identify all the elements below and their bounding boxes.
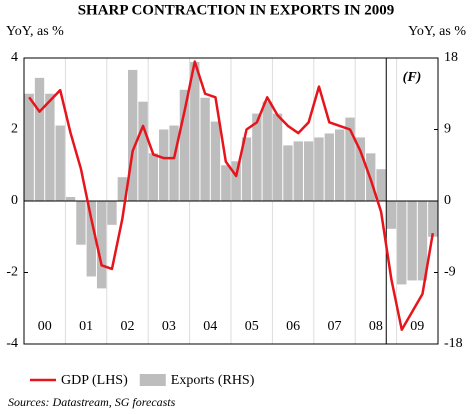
y-tick-label: -2 (6, 265, 18, 280)
legend-label: GDP (LHS) (61, 373, 128, 388)
x-tick-label: 02 (121, 319, 135, 334)
legend-swatch (139, 374, 166, 386)
bar (179, 89, 190, 201)
bar (200, 97, 210, 201)
bar (262, 101, 272, 201)
bar (241, 137, 252, 201)
x-tick-label: 07 (328, 319, 342, 334)
y2-tick-label: -9 (444, 265, 456, 280)
x-tick-label: 06 (286, 319, 300, 334)
bar (169, 125, 179, 201)
bar (283, 145, 293, 201)
bar (407, 201, 417, 281)
bar (324, 133, 334, 201)
bar (345, 117, 355, 201)
bar (190, 61, 200, 201)
y-tick-label: 2 (11, 122, 18, 137)
bar (231, 161, 241, 201)
y2-tick-label: 18 (444, 50, 458, 65)
y2-axis-label: YoY, as % (408, 24, 466, 39)
bar (65, 197, 76, 201)
bar (252, 113, 262, 201)
y-tick-label: 4 (11, 50, 18, 65)
bar (397, 201, 407, 285)
bar (107, 201, 117, 225)
y2-tick-label: 0 (444, 193, 451, 208)
x-tick-label: 00 (38, 319, 52, 334)
bar (314, 137, 324, 201)
x-tick-label: 05 (245, 319, 259, 334)
bar (221, 165, 231, 201)
y-axis-label: YoY, as % (6, 24, 64, 39)
bar (272, 113, 283, 201)
bar (96, 201, 107, 289)
bar (210, 121, 221, 201)
bar (138, 101, 148, 201)
bar (148, 153, 159, 201)
bar (417, 201, 428, 281)
bar (335, 129, 345, 201)
source-note: Sources: Datastream, SG forecasts (8, 395, 176, 409)
bar (428, 201, 438, 237)
x-tick-label: 08 (369, 319, 383, 334)
bar (76, 201, 86, 245)
chart-title: SHARP CONTRACTION IN EXPORTS IN 2009 (78, 2, 395, 18)
y2-tick-label: -18 (444, 336, 463, 351)
bar (303, 141, 314, 201)
x-tick-label: 09 (410, 319, 424, 334)
bar (117, 177, 127, 201)
legend-label: Exports (RHS) (171, 373, 255, 388)
bar (128, 69, 138, 202)
annotation: (F) (403, 70, 422, 85)
bar (55, 125, 65, 201)
x-tick-label: 01 (79, 319, 93, 334)
bar (159, 129, 169, 201)
x-tick-label: 03 (162, 319, 176, 334)
bar (86, 201, 96, 277)
bar (355, 137, 366, 201)
bar (386, 201, 397, 229)
bar (34, 77, 45, 201)
x-tick-label: 04 (203, 319, 217, 334)
bar (376, 169, 386, 201)
y-tick-label: -4 (6, 336, 18, 351)
plot-frame (23, 57, 439, 345)
y2-tick-label: 9 (444, 122, 451, 137)
bar (293, 141, 303, 201)
y-tick-label: 0 (11, 193, 18, 208)
line (28, 60, 435, 331)
bar (45, 93, 55, 201)
bar (24, 93, 34, 201)
